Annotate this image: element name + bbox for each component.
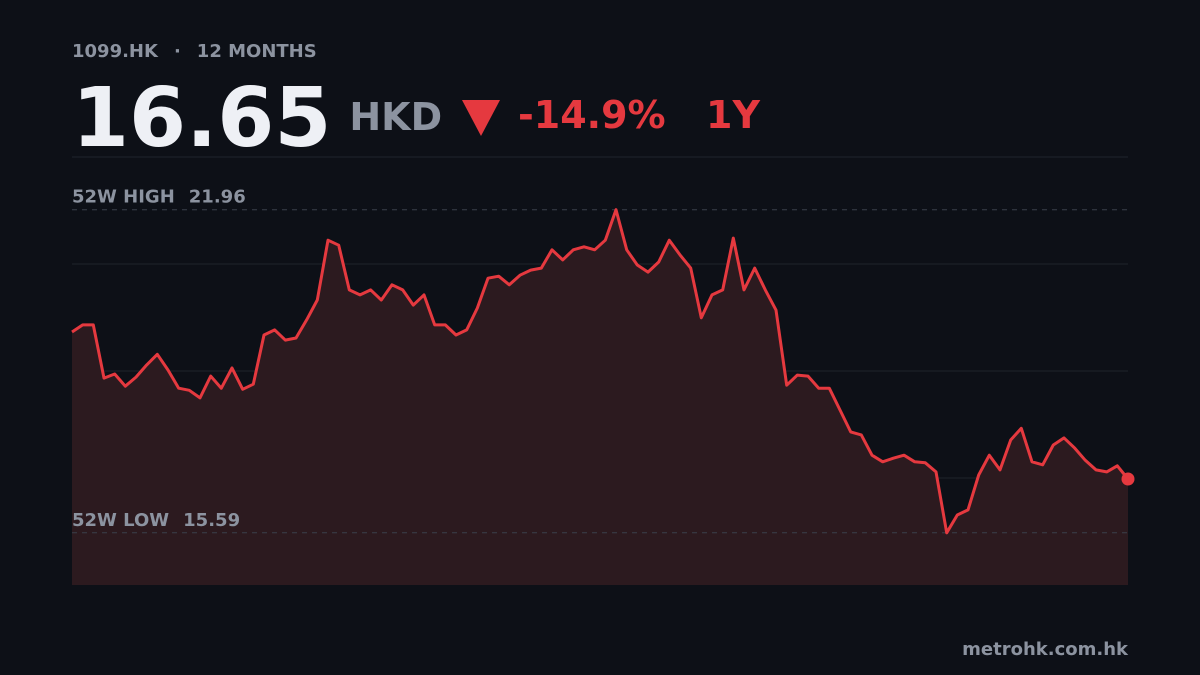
reference-name: 52W LOW	[72, 510, 169, 531]
price-line	[71, 208, 1130, 535]
reference-label: 52W HIGH 21.96	[72, 187, 246, 208]
down-arrow	[462, 100, 500, 136]
last-point	[1121, 472, 1135, 486]
range: 1Y	[706, 93, 760, 137]
reference-label: 52W LOW 15.59	[72, 510, 240, 531]
reference-value: 15.59	[183, 510, 240, 531]
currency: HKD	[349, 95, 442, 139]
reference-value: 21.96	[189, 187, 246, 208]
price-area	[72, 209, 1128, 585]
ticker: 1099.HK	[72, 41, 159, 62]
price: 16.65	[72, 71, 331, 166]
reference-name: 52W HIGH	[72, 187, 175, 208]
price-row: 16.65 HKD	[72, 71, 442, 166]
change: -14.9%	[518, 93, 666, 137]
period: 12 MONTHS	[197, 41, 317, 62]
source: metrohk.com.hk	[962, 639, 1129, 660]
header-meta: 1099.HK · 12 MONTHS	[72, 41, 317, 62]
separator: ·	[174, 41, 181, 62]
plot: 52W HIGH 21.96 52W LOW 15.59	[71, 187, 1135, 585]
